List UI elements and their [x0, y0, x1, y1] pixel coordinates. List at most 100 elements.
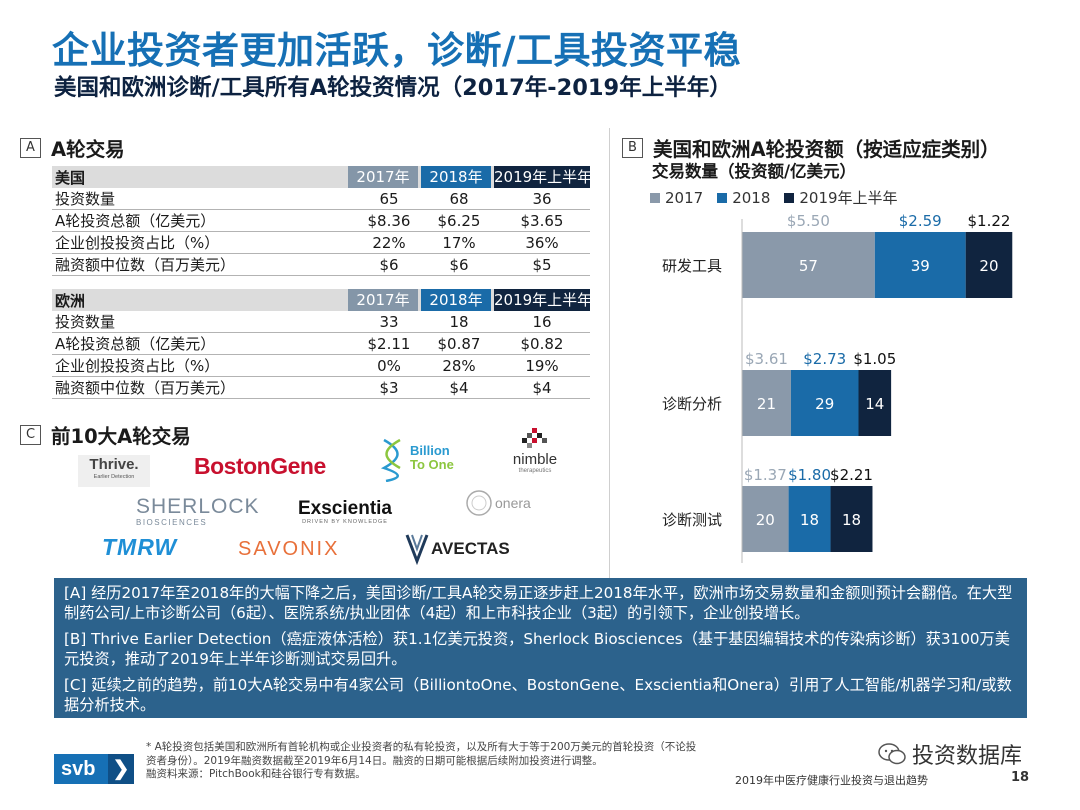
table-row: 投资数量 33 18 16	[52, 311, 590, 333]
us-table: 美国 2017年 2018年 2019年上半年 投资数量 65 68 36 A轮…	[52, 166, 592, 276]
us-year-2017: 2017年	[348, 166, 418, 188]
eu-year-2018: 2018年	[421, 289, 491, 311]
onera-circle-icon	[466, 490, 492, 516]
row-label: 企业创投投资占比（%）	[55, 234, 220, 252]
billiontoone-logo-text: Billion	[410, 443, 450, 458]
amount-label: $1.80	[788, 466, 831, 484]
us-region-label: 美国	[55, 168, 86, 187]
thrive-logo: Thrive. Earlier Detection	[78, 455, 150, 487]
row-label: 融资额中位数（百万美元）	[55, 379, 236, 397]
watermark: 投资数据库	[878, 738, 1022, 770]
table-row: A轮投资总额（亿美元） $2.11 $0.87 $0.82	[52, 333, 590, 355]
nimble-logo-text: nimble	[512, 451, 558, 468]
thrive-logo-text: Thrive.	[89, 456, 139, 473]
amount-label: $2.73	[803, 350, 846, 368]
thrive-logo-subtext: Earlier Detection	[93, 474, 135, 480]
category-label: 研发工具	[662, 257, 722, 275]
exscientia-logo: Exscientia DRIVEN BY KNOWLEDGE	[298, 498, 392, 526]
category-label: 诊断分析	[662, 395, 722, 413]
cell-2018: $6.25	[437, 211, 481, 230]
us-year-2018: 2018年	[421, 166, 491, 188]
eu-year-2019h1: 2019年上半年	[494, 289, 593, 311]
section-b-subtitle: 交易数量（投资额/亿美元）	[652, 162, 857, 181]
cell-2017: $3	[379, 378, 399, 397]
exscientia-logo-text: Exscientia	[298, 498, 392, 519]
data-label: 29	[815, 395, 834, 413]
chart-legend: 2017 2018 2019年上半年	[650, 187, 912, 208]
legend-swatch-2017	[650, 192, 660, 203]
avectas-mark-icon	[405, 534, 429, 565]
amount-label: $2.59	[899, 212, 942, 230]
amount-label: $1.05	[853, 350, 896, 368]
cell-2018: 17%	[442, 233, 476, 252]
bar-segment	[830, 486, 873, 552]
bar-segment	[790, 370, 859, 436]
data-label: 14	[865, 395, 884, 413]
onera-logo: onera	[465, 489, 545, 519]
table-row: A轮投资总额（亿美元） $8.36 $6.25 $3.65	[52, 210, 590, 232]
nimble-logo-subtext: therapeutics	[518, 468, 552, 474]
stacked-bar-chart: 研发工具 57 $5.50 39 $2.59 20 $1.22 诊断分析 21 $3.61 29 $2…	[662, 212, 1013, 563]
avectas-logo-text: AVECTAS	[431, 539, 510, 558]
legend-swatch-2019h1	[784, 192, 795, 203]
section-b-heading: B 美国和欧洲A轮投资额（按适应症类别）	[622, 133, 1000, 162]
cell-2019h1: $4	[532, 378, 552, 397]
section-a-heading: A A轮交易	[20, 133, 125, 162]
dna-icon	[380, 438, 401, 482]
data-label: 57	[799, 257, 818, 275]
sherlock-logo: SHERLOCK BIOSCIENCES	[136, 496, 260, 528]
cell-2019h1: 16	[532, 312, 552, 331]
cell-2017: 0%	[377, 356, 401, 375]
report-name: 2019年中医疗健康行业投资与退出趋势	[735, 774, 928, 787]
data-label: 20	[979, 257, 998, 275]
bar-segment	[742, 370, 791, 436]
nimble-logo: nimble therapeutics	[505, 428, 565, 484]
footnote-text: * A轮投资包括美国和欧洲所有首轮机构或企业投资者的私有轮投资，以及所有大于等于…	[146, 741, 697, 767]
legend-label-2017: 2017	[665, 188, 704, 207]
cell-2017: 33	[379, 312, 399, 331]
section-c-title: 前10大A轮交易	[51, 425, 191, 448]
row-label: A轮投资总额（亿美元）	[55, 212, 216, 230]
svb-logo-text: svb	[61, 758, 96, 780]
data-label: 21	[757, 395, 776, 413]
cell-2017: 65	[379, 189, 399, 208]
data-label: 18	[800, 511, 819, 529]
cell-2019h1: 36	[532, 189, 552, 208]
amount-label: $2.21	[830, 466, 873, 484]
note-b: [B] Thrive Earlier Detection（癌症液体活检）获1.1…	[64, 630, 1010, 668]
bar-segment	[965, 232, 1013, 298]
billiontoone-logo-subtext: To One	[410, 457, 454, 472]
cell-2019h1: $3.65	[520, 211, 564, 230]
section-b-letter: B	[622, 137, 643, 158]
nimble-mark-icon	[522, 428, 547, 448]
cell-2017: $2.11	[367, 334, 411, 353]
legend-swatch-2018	[717, 192, 728, 203]
data-label: 39	[911, 257, 930, 275]
svb-logo: svb ❯	[54, 754, 134, 784]
note-c: [C] 延续之前的趋势，前10大A轮交易中有4家公司（BilliontoOne、…	[64, 676, 1012, 714]
legend-item-2017: 2017	[650, 187, 703, 208]
note-a: [A] 经历2017年至2018年的大幅下降之后，美国诊断/工具A轮交易正逐步赶…	[64, 584, 1013, 622]
category-label: 诊断测试	[662, 511, 722, 529]
eu-table: 欧洲 2017年 2018年 2019年上半年 投资数量 33 18 16 A轮…	[52, 289, 593, 399]
eu-table-header: 欧洲 2017年 2018年 2019年上半年	[52, 289, 593, 311]
bar-segment	[858, 370, 892, 436]
cell-2018: $0.87	[437, 334, 481, 353]
page-number: 18	[1011, 770, 1030, 785]
section-a-letter: A	[20, 137, 41, 158]
cell-2019h1: $0.82	[520, 334, 564, 353]
amount-label: $3.61	[745, 350, 788, 368]
cell-2019h1: 19%	[525, 356, 559, 375]
exscientia-logo-subtext: DRIVEN BY KNOWLEDGE	[302, 519, 388, 525]
notes-box: [A] 经历2017年至2018年的大幅下降之后，美国诊断/工具A轮交易正逐步赶…	[54, 578, 1027, 718]
section-c-heading: C 前10大A轮交易	[20, 420, 191, 449]
wechat-icon	[878, 743, 906, 765]
amount-label: $1.37	[744, 466, 787, 484]
cell-2018: 68	[449, 189, 469, 208]
data-label: 20	[756, 511, 775, 529]
savonix-logo: SAVONIX	[238, 538, 340, 560]
row-label: 投资数量	[55, 313, 116, 331]
table-row: 企业创投投资占比（%） 0% 28% 19%	[52, 355, 590, 377]
table-row: 融资额中位数（百万美元） $6 $6 $5	[52, 254, 590, 276]
billiontoone-logo: Billion To One	[380, 438, 470, 484]
